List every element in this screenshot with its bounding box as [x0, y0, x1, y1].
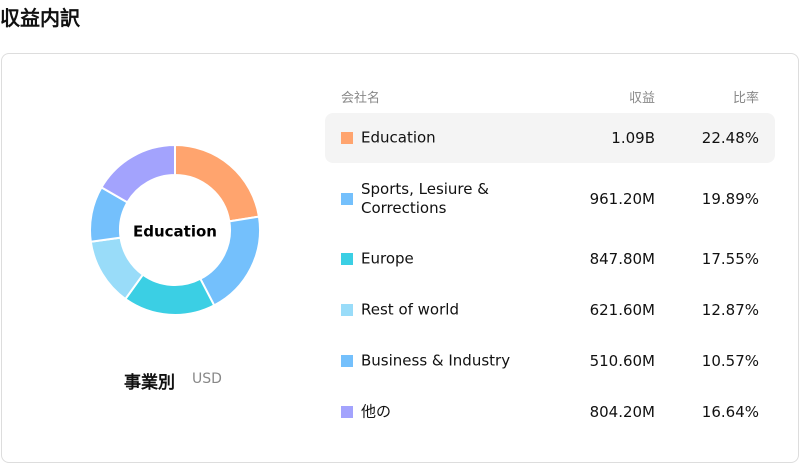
table-row[interactable]: Sports, Lesiure & Corrections 961.20M 19.8…: [325, 174, 775, 224]
table-row[interactable]: Education 1.09B 22.48%: [325, 113, 775, 163]
color-swatch: [341, 355, 353, 367]
revenue: 1.09B: [611, 129, 655, 147]
share: 17.55%: [701, 250, 759, 268]
share: 16.64%: [701, 403, 759, 421]
unit-label: USD: [192, 371, 222, 387]
revenue: 510.60M: [589, 352, 655, 370]
share: 19.89%: [701, 190, 759, 208]
chart-caption: 事業別: [124, 373, 175, 393]
donut-slice: [100, 143, 176, 204]
page-title: 収益内訳: [0, 6, 80, 30]
segment-name: Sports, Lesiure & Corrections: [361, 180, 489, 217]
segment-name: Europe: [361, 249, 414, 268]
color-swatch: [341, 193, 353, 205]
column-header: 比率: [732, 91, 759, 106]
segment-name: 他の: [361, 402, 392, 421]
share: 12.87%: [701, 301, 759, 319]
table-row[interactable]: Rest of world 621.60M 12.87%: [325, 285, 775, 335]
table-row[interactable]: Europe 847.80M 17.55%: [325, 234, 775, 284]
revenue: 804.20M: [589, 403, 655, 421]
revenue: 621.60M: [589, 301, 655, 319]
segment-name: Business & Industry: [361, 351, 511, 370]
share: 10.57%: [701, 352, 759, 370]
color-swatch: [341, 132, 353, 144]
segment-name: Rest of world: [361, 300, 459, 319]
color-swatch: [341, 304, 353, 316]
share: 22.48%: [701, 129, 759, 147]
color-swatch: [341, 406, 353, 418]
column-header: 会社名: [341, 91, 381, 106]
donut-slice: [174, 143, 261, 223]
center-label: Education: [133, 223, 217, 241]
revenue: 961.20M: [589, 190, 655, 208]
revenue: 847.80M: [589, 250, 655, 268]
color-swatch: [341, 253, 353, 265]
table-row[interactable]: 他の 804.20M 16.64%: [325, 387, 775, 437]
column-header: 収益: [628, 91, 655, 106]
segment-name: Education: [361, 128, 436, 147]
table-row[interactable]: Business & Industry 510.60M 10.57%: [325, 336, 775, 386]
